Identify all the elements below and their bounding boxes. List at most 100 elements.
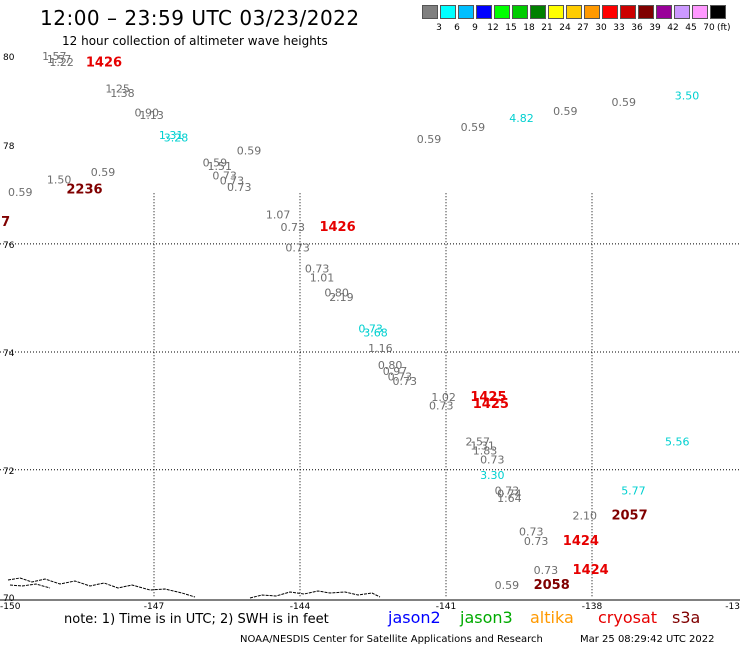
coastline-segment xyxy=(7,577,196,598)
wave-height-label: 0.59 xyxy=(417,133,442,146)
colorbar-tick: 18 xyxy=(523,23,535,33)
coastline xyxy=(7,577,381,599)
colorbar-swatch xyxy=(512,5,528,19)
colorbar-swatch xyxy=(530,5,546,19)
wave-height-label: 1.51 xyxy=(208,160,233,173)
time-label: 2237 xyxy=(0,215,10,230)
lat-axis-label: 78 xyxy=(3,142,15,152)
wave-height-label: 2.10 xyxy=(573,510,598,523)
wave-height-label: 3.50 xyxy=(675,89,700,102)
colorbar-swatch xyxy=(692,5,708,19)
colorbar-tick: 15 xyxy=(505,23,517,33)
colorbar-swatch xyxy=(566,5,582,19)
time-label: 1425 xyxy=(473,397,509,412)
mission-altika: altika xyxy=(530,608,574,627)
time-label: 1425 xyxy=(470,390,506,405)
coastline-segment xyxy=(249,590,381,599)
wave-height-label: 1.13 xyxy=(139,109,164,122)
colorbar-tick: 45 xyxy=(685,23,697,33)
wave-height-label: 0.73 xyxy=(524,535,549,548)
colorbar-swatch xyxy=(638,5,654,19)
wave-height-label: 2.19 xyxy=(329,291,354,304)
lat-axis-label: 72 xyxy=(3,467,14,477)
lat-axis-label: 74 xyxy=(3,349,15,359)
lon-axis-label: -150 xyxy=(0,602,21,612)
wave-height-label: 5.56 xyxy=(665,435,690,448)
lat-axis-label: 70 xyxy=(3,594,15,604)
wave-height-label: 0.73 xyxy=(358,322,383,335)
wave-height-label: 3.68 xyxy=(363,326,388,339)
mission-jason3: jason3 xyxy=(460,608,513,627)
wave-height-label: 0.73 xyxy=(220,174,245,187)
wave-height-label: 1.64 xyxy=(497,492,521,505)
wave-height-label: 0.80 xyxy=(378,359,403,372)
wave-height-label: 0.59 xyxy=(611,96,636,109)
time-label: 1426 xyxy=(319,220,355,235)
generated-timestamp: Mar 25 08:29:42 UTC 2022 xyxy=(580,634,715,645)
wave-height-label: 1.02 xyxy=(431,391,456,404)
colorbar-tick: 21 xyxy=(541,23,553,33)
wave-height-label: 1.31 xyxy=(159,129,184,142)
wave-height-label: 1.50 xyxy=(47,173,72,186)
footer-note: note: 1) Time is in UTC; 2) SWH is in fe… xyxy=(64,612,329,627)
mission-cryosat: cryosat xyxy=(598,608,658,627)
wave-height-label: 0.73 xyxy=(305,263,330,276)
time-label: 2236 xyxy=(66,182,102,197)
colorbar-tick: 27 xyxy=(577,23,589,33)
wave-height-label: 0.73 xyxy=(212,170,237,183)
page-subtitle: 12 hour collection of altimeter wave hei… xyxy=(62,34,328,48)
coastline-segment xyxy=(9,583,51,589)
colorbar-tick: 6 xyxy=(454,23,460,33)
colorbar-swatch xyxy=(620,5,636,19)
map-graticule xyxy=(0,193,740,601)
time-label: 2057 xyxy=(611,509,647,524)
wave-height-label: 1.57 xyxy=(47,53,72,66)
colorbar-tick: 33 xyxy=(613,23,625,33)
colorbar-swatch xyxy=(710,5,726,19)
wave-height-label: 0.73 xyxy=(388,371,413,384)
mission-s3a: s3a xyxy=(672,608,701,627)
time-label: 2058 xyxy=(534,578,570,593)
wave-height-label: 0.59 xyxy=(8,186,33,199)
credit-line: NOAA/NESDIS Center for Satellite Applica… xyxy=(240,634,543,645)
wave-height-label: 0.59 xyxy=(461,121,486,134)
colorbar-swatch xyxy=(656,5,672,19)
colorbar-tick: 30 xyxy=(595,23,607,33)
wave-height-label: 0.73 xyxy=(281,221,306,234)
wave-height-label: 0.74 xyxy=(497,488,521,501)
colorbar-tick: 24 xyxy=(559,23,571,33)
colorbar-unit: (ft) xyxy=(717,23,731,33)
wave-height-label: 0.73 xyxy=(392,375,417,388)
wave-height-label: 1.25 xyxy=(105,83,130,96)
lon-axis-label: -138 xyxy=(582,602,603,612)
wave-height-label: 0.90 xyxy=(135,106,160,119)
wave-height-label: 1.16 xyxy=(368,342,393,355)
colorbar-swatch xyxy=(548,5,564,19)
colorbar-tick: 36 xyxy=(631,23,643,33)
wave-height-label: 0.59 xyxy=(203,157,228,170)
wave-height-label: 3.28 xyxy=(164,131,189,144)
time-label: 1426 xyxy=(86,56,122,71)
colorbar-tick: 70 xyxy=(703,23,715,33)
wave-height-label: 0.73 xyxy=(480,454,505,467)
axis-labels: 80 78 76 74 72 70-150 -147 -144 -141 -138 -13 xyxy=(0,53,740,612)
colorbar-tick: 9 xyxy=(472,23,478,33)
colorbar-tick: 39 xyxy=(649,23,661,33)
lon-axis-label: -141 xyxy=(436,602,456,612)
lon-axis-label: -144 xyxy=(290,602,311,612)
colorbar-swatch xyxy=(584,5,600,19)
wave-height-label: 1.83 xyxy=(473,445,498,458)
colorbar-swatch xyxy=(440,5,456,19)
wave-height-label: 0.73 xyxy=(519,525,544,538)
wave-height-label: 2.57 xyxy=(465,435,490,448)
wave-height-label: 0.73 xyxy=(429,400,454,413)
wave-height-label: 4.82 xyxy=(509,112,534,125)
colorbar-swatch xyxy=(674,5,690,19)
wave-height-label: 0.73 xyxy=(227,181,252,194)
wave-height-label: 0.59 xyxy=(91,166,116,179)
wave-height-label: 1.22 xyxy=(49,56,74,69)
wave-height-label: 1.31 xyxy=(470,440,495,453)
mission-jason2: jason2 xyxy=(388,608,441,627)
wave-height-label: 0.59 xyxy=(495,579,519,592)
